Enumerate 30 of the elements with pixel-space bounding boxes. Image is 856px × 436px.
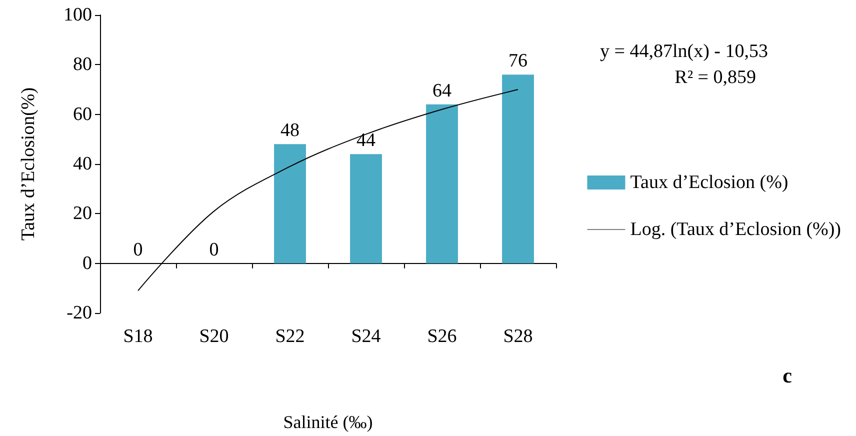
data-label: 64 [432,80,452,102]
y-tick-label: 0 [82,252,92,274]
x-tick-label: S28 [503,326,533,347]
text: y = 44,87ln(x) - 10,53 [600,41,768,62]
y-tick-label: 20 [73,203,92,224]
data-label: 48 [280,120,300,142]
bar [350,154,382,264]
data-label: 0 [209,239,219,260]
y-tick-label: 80 [73,54,92,76]
data-label: 76 [508,50,528,72]
y-tick-label: 100 [64,4,92,26]
legend-label: Log. (Taux d’Eclosion (%)) [630,219,842,240]
bar [274,144,306,264]
x-tick-label: S20 [199,326,229,347]
x-tick-label: S18 [123,326,153,347]
y-tick-label: 40 [73,154,92,174]
bar [502,74,534,264]
x-tick-label: S24 [351,326,382,347]
x-tick-label: S22 [275,326,305,347]
legend-label: Taux d’Eclosion (%) [630,172,788,193]
data-label: 0 [133,239,143,260]
text: R² = 0,859 [674,67,756,88]
x-axis-title: Salinité (‰) [283,412,373,432]
y-tick-label: 60 [73,104,92,125]
bar [426,104,458,264]
data-label: 44 [356,130,376,152]
x-tick-label: S26 [427,326,457,347]
y-tick-label: -20 [66,302,92,324]
y-axis-title: Taux d’Eclosion(%) [18,87,39,241]
text: c [782,364,792,388]
